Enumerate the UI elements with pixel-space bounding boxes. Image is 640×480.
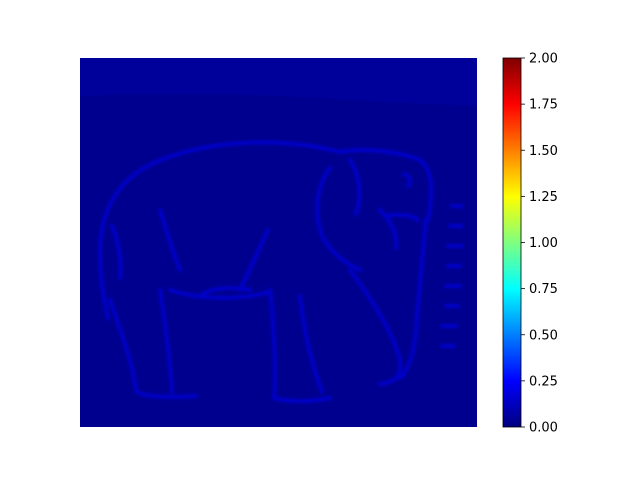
- colorbar: 0.00 0.25 0.50 0.75 1.00 1.25 1.50 1.75 2.00: [502, 52, 558, 436]
- elephant-back-leg-inner: [158, 288, 174, 394]
- colorbar-tick-label: 1.50: [529, 144, 558, 159]
- elephant-front-leg-c: [348, 268, 403, 386]
- heatmap-top-band: [80, 58, 477, 106]
- colorbar-tick-label: 0.50: [529, 328, 558, 343]
- elephant-head: [348, 158, 399, 250]
- elephant-belly: [168, 288, 272, 300]
- elephant-tail: [110, 224, 123, 280]
- elephant-edge-map: [98, 140, 464, 403]
- colorbar-tick-label: 1.00: [529, 236, 558, 251]
- colorbar-tick-label: 1.75: [529, 98, 558, 113]
- elephant-rump-outline: [98, 176, 132, 320]
- elephant-front-leg-a: [268, 288, 332, 403]
- colorbar-tick-label: 2.00: [529, 52, 558, 67]
- elephant-trunk: [398, 218, 428, 380]
- heatmap-background: [80, 58, 477, 427]
- elephant-tusk: [384, 212, 420, 222]
- right-marks-1: [440, 204, 464, 348]
- colorbar-ticks: 0.00 0.25 0.50 0.75 1.00 1.25 1.50 1.75 2.00: [521, 52, 558, 436]
- colorbar-tick-label: 0.25: [529, 374, 558, 389]
- elephant-front-leg-b: [298, 294, 324, 394]
- colorbar-tick-label: 0.00: [529, 421, 558, 436]
- heatmap-image: [80, 58, 477, 427]
- colorbar-gradient: [503, 58, 521, 427]
- colorbar-tick-label: 1.25: [529, 190, 558, 205]
- elephant-eye: [402, 172, 413, 188]
- elephant-ear: [315, 166, 362, 272]
- elephant-inner-folds: [158, 208, 270, 298]
- colorbar-tick-label: 0.75: [529, 282, 558, 297]
- elephant-back-outline: [128, 140, 434, 222]
- elephant-back-leg-outer: [108, 298, 198, 399]
